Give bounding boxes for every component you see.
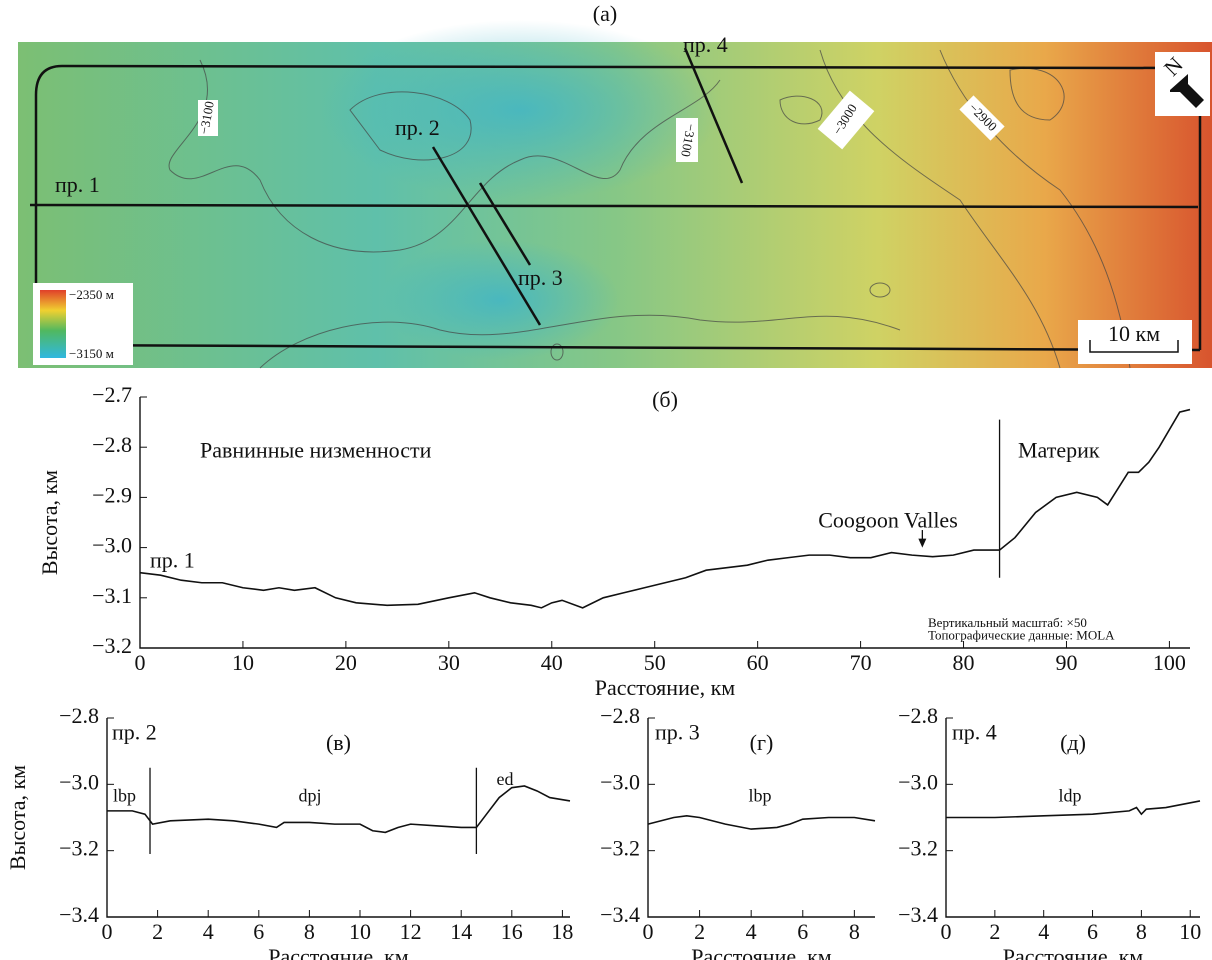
x-tick-label: 14 — [450, 919, 472, 944]
x-tick-label: 0 — [135, 650, 146, 675]
x-tick-label: 0 — [643, 919, 654, 944]
y-tick-label: −3.2 — [898, 836, 938, 861]
profile-label: пр. 2 — [395, 115, 440, 140]
x-tick-label: 60 — [747, 650, 769, 675]
x-tick-label: 8 — [1136, 919, 1147, 944]
profile-label: пр. 1 — [55, 172, 100, 197]
chart-title: (б) — [652, 387, 678, 412]
x-tick-label: 2 — [152, 919, 163, 944]
x-tick-label: 70 — [850, 650, 872, 675]
legend-label: −2350 м — [69, 287, 114, 302]
scale-label: 10 км — [1108, 321, 1160, 346]
x-tick-label: 4 — [1038, 919, 1049, 944]
x-axis-label: Расстояние, км — [595, 675, 736, 700]
y-tick-label: −2.8 — [92, 432, 132, 457]
y-tick-label: −2.8 — [600, 703, 640, 728]
x-tick-label: 100 — [1153, 650, 1186, 675]
x-tick-label: 80 — [953, 650, 975, 675]
annotation: Coogoon Valles — [818, 508, 958, 533]
y-tick-label: −3.0 — [59, 769, 99, 794]
annotation: Топографические данные: MOLA — [928, 627, 1115, 642]
annotation: lbp — [748, 786, 771, 806]
y-tick-label: −3.1 — [92, 583, 132, 608]
chart-title: (г) — [750, 730, 774, 755]
x-tick-label: 8 — [849, 919, 860, 944]
annotation: пр. 2 — [112, 720, 157, 745]
profile-line — [107, 786, 570, 832]
x-tick-label: 0 — [941, 919, 952, 944]
x-tick-label: 40 — [541, 650, 563, 675]
color-legend: −2350 м −3150 м — [33, 283, 133, 365]
y-tick-label: −3.0 — [898, 769, 938, 794]
annotation: Равнинные низменности — [200, 437, 432, 462]
x-axis-label: Расстояние, км — [691, 944, 832, 960]
annotation: пр. 4 — [952, 720, 997, 745]
y-tick-label: −3.2 — [59, 836, 99, 861]
y-tick-label: −2.7 — [92, 382, 132, 407]
x-tick-label: 20 — [335, 650, 357, 675]
y-tick-label: −3.4 — [898, 902, 938, 927]
north-arrow: N — [1155, 52, 1210, 116]
x-tick-label: 6 — [797, 919, 808, 944]
x-tick-label: 10 — [349, 919, 371, 944]
x-tick-label: 2 — [694, 919, 705, 944]
y-tick-label: −3.0 — [600, 769, 640, 794]
y-tick-label: −3.2 — [92, 633, 132, 658]
annotation: lbp — [113, 786, 136, 806]
x-axis-label: Расстояние, км — [268, 944, 409, 960]
y-tick-label: −3.4 — [600, 902, 640, 927]
annotation: dpj — [298, 786, 321, 806]
chart-title: (в) — [326, 730, 351, 755]
x-tick-label: 2 — [989, 919, 1000, 944]
annotation: ed — [497, 769, 514, 789]
map: (a) пр. 1 пр. 2 пр. 3 пр. 4 −3100 −3100 … — [18, 1, 1212, 368]
y-tick-label: −2.8 — [59, 703, 99, 728]
profile-label: пр. 3 — [518, 265, 563, 290]
x-tick-label: 18 — [551, 919, 573, 944]
annotation: пр. 3 — [655, 720, 700, 745]
annotation: пр. 1 — [150, 548, 195, 573]
y-axis-label: Высота, км — [37, 470, 62, 575]
y-tick-label: −2.8 — [898, 703, 938, 728]
x-tick-label: 10 — [1179, 919, 1201, 944]
x-tick-label: 12 — [400, 919, 422, 944]
x-tick-label: 30 — [438, 650, 460, 675]
x-tick-label: 0 — [102, 919, 113, 944]
color-bar — [40, 290, 66, 358]
y-tick-label: −3.4 — [59, 902, 99, 927]
annotation-arrowhead — [918, 539, 926, 548]
map-title: (a) — [593, 1, 617, 26]
x-axis-label: Расстояние, км — [1003, 944, 1144, 960]
y-tick-label: −3.2 — [600, 836, 640, 861]
y-tick-label: −3.0 — [92, 533, 132, 558]
x-tick-label: 16 — [501, 919, 523, 944]
x-tick-label: 50 — [644, 650, 666, 675]
x-tick-label: 6 — [253, 919, 264, 944]
y-tick-label: −2.9 — [92, 482, 132, 507]
x-tick-label: 4 — [203, 919, 214, 944]
x-tick-label: 90 — [1055, 650, 1077, 675]
x-tick-label: 6 — [1087, 919, 1098, 944]
scale-bar: 10 км — [1078, 320, 1192, 364]
axis-frame — [140, 397, 1190, 648]
legend-label: −3150 м — [69, 346, 114, 361]
x-tick-label: 8 — [304, 919, 315, 944]
annotation: Материк — [1018, 437, 1100, 462]
chart-title: (д) — [1060, 730, 1086, 755]
map-low — [320, 20, 720, 200]
annotation: ldp — [1058, 786, 1081, 806]
y-axis-label: Высота, км — [5, 765, 30, 870]
figure: (a) пр. 1 пр. 2 пр. 3 пр. 4 −3100 −3100 … — [0, 0, 1212, 960]
profile-line — [648, 816, 875, 829]
x-tick-label: 10 — [232, 650, 254, 675]
x-tick-label: 4 — [746, 919, 757, 944]
profile-label: пр. 4 — [683, 32, 728, 57]
